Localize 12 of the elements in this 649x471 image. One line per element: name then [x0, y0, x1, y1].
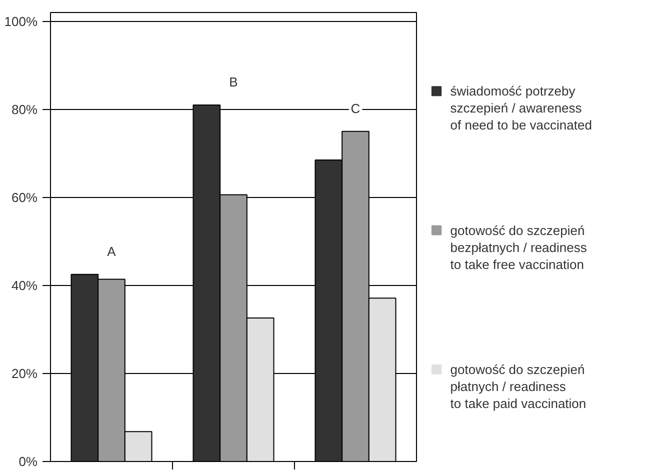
legend-label: gotowość do szczepień płatnych / readiness to take paid vaccination	[450, 362, 586, 412]
y-tick-label: 60%	[11, 190, 38, 205]
y-tick-label: 20%	[11, 366, 38, 381]
y-tick-label: 80%	[11, 102, 38, 117]
x-tick-label: C	[350, 101, 360, 116]
legend-label: świadomość potrzeby szczepień / awareness of need to be vaccinated	[450, 84, 592, 133]
y-tick-label: 40%	[11, 278, 38, 293]
y-tick-label: 100%	[4, 14, 38, 29]
y-tick-label: 0%	[18, 454, 38, 469]
x-tick-label: A	[107, 244, 116, 260]
legend-label: gotowość do szczepień bezpłatnych / readiness to take free vaccination	[450, 222, 588, 272]
x-tick-label: B	[229, 74, 238, 90]
